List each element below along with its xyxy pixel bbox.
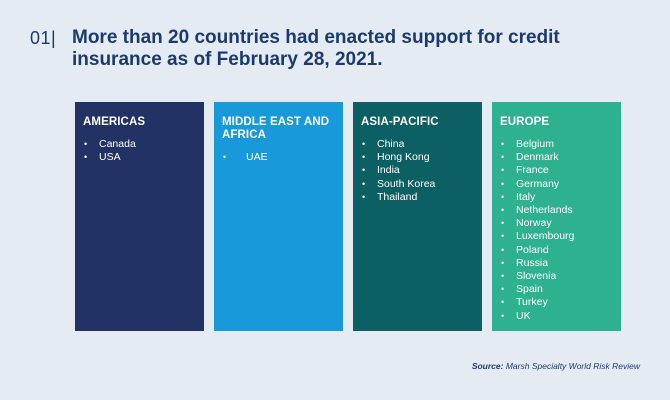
country-list-item: India: [361, 164, 474, 177]
country-list-item: Luxembourg: [500, 230, 613, 243]
figure-title: More than 20 countries had enacted suppo…: [72, 27, 560, 70]
country-list-item: Turkey: [500, 296, 613, 309]
country-list-item: USA: [83, 151, 196, 164]
country-list-item: France: [500, 164, 613, 177]
region-column-europe: EUROPE BelgiumDenmarkFranceGermanyItalyN…: [492, 102, 621, 331]
country-list-item: Norway: [500, 217, 613, 230]
country-list: BelgiumDenmarkFranceGermanyItalyNetherla…: [500, 138, 613, 323]
region-title: EUROPE: [500, 116, 550, 128]
country-list-item: Hong Kong: [361, 151, 474, 164]
country-list-item: Thailand: [361, 191, 474, 204]
region-column-americas: AMERICAS CanadaUSA: [75, 102, 204, 331]
country-list-item: Russia: [500, 257, 613, 270]
region-title: ASIA-PACIFIC: [361, 116, 439, 128]
country-list: ChinaHong KongIndiaSouth KoreaThailand: [361, 138, 474, 204]
region-title: AMERICAS: [83, 116, 146, 128]
country-list-item: Spain: [500, 283, 613, 296]
source-note: Source: Marsh Specialty World Risk Revie…: [472, 361, 640, 371]
country-list-item: UK: [500, 310, 613, 323]
country-list-item: China: [361, 138, 474, 151]
region-column-asia-pacific: ASIA-PACIFIC ChinaHong KongIndiaSouth Ko…: [353, 102, 482, 331]
figure-number: 01|: [30, 28, 57, 48]
country-list-item: Italy: [500, 191, 613, 204]
country-list-item: Germany: [500, 178, 613, 191]
region-title: MIDDLE EAST AND AFRICA: [222, 116, 330, 141]
country-list-item: Slovenia: [500, 270, 613, 283]
source-text: Marsh Specialty World Risk Review: [505, 361, 640, 371]
country-list-item: Poland: [500, 244, 613, 257]
country-list-item: Belgium: [500, 138, 613, 151]
country-list: UAE: [222, 151, 335, 164]
country-list: CanadaUSA: [83, 138, 196, 165]
source-label: Source:: [471, 361, 504, 371]
country-list-item: Denmark: [500, 151, 613, 164]
country-list-item: Canada: [83, 138, 196, 151]
region-columns: AMERICAS CanadaUSA MIDDLE EAST AND AFRIC…: [75, 102, 621, 331]
country-list-item: UAE: [222, 151, 335, 164]
country-list-item: Netherlands: [500, 204, 613, 217]
region-column-middle-east-africa: MIDDLE EAST AND AFRICA UAE: [214, 102, 343, 331]
figure-header: 01| More than 20 countries had enacted s…: [30, 26, 650, 71]
country-list-item: South Korea: [361, 178, 474, 191]
